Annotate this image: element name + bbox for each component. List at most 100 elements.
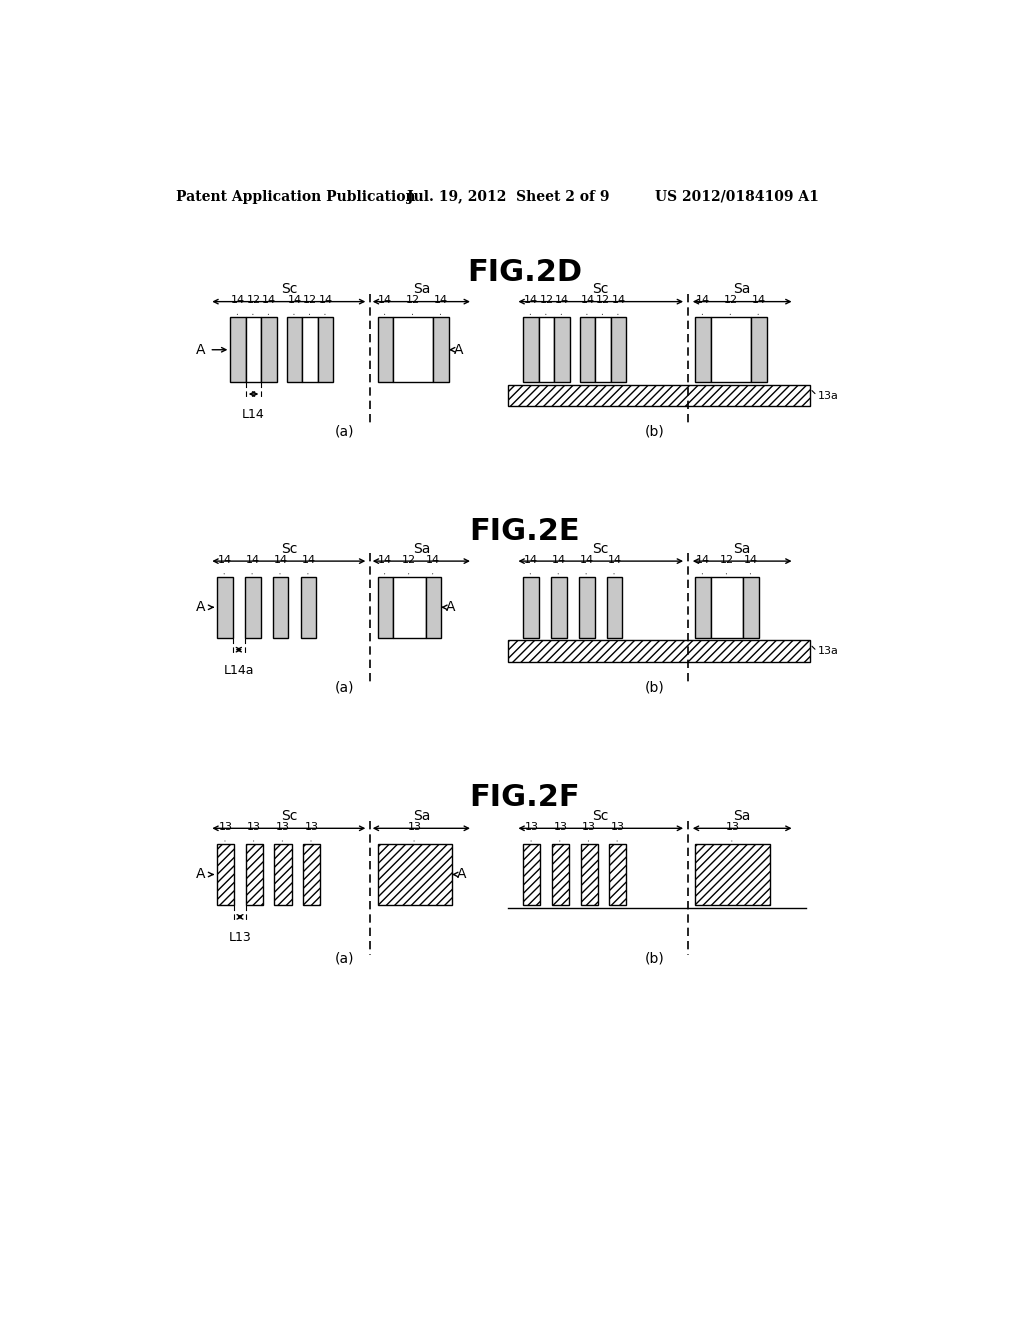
Text: A: A: [445, 601, 456, 614]
Text: 14: 14: [581, 296, 595, 305]
Text: Jul. 19, 2012  Sheet 2 of 9: Jul. 19, 2012 Sheet 2 of 9: [407, 190, 609, 203]
Text: 14: 14: [262, 296, 276, 305]
Bar: [508, 385, 810, 407]
Bar: [695, 317, 711, 383]
Text: 14: 14: [273, 554, 288, 565]
Bar: [433, 317, 449, 383]
Text: Patent Application Publication: Patent Application Publication: [176, 190, 416, 203]
Text: 13a: 13a: [818, 391, 839, 400]
Bar: [245, 577, 260, 638]
Text: 14: 14: [752, 296, 766, 305]
Bar: [287, 317, 302, 383]
Text: 12: 12: [596, 296, 610, 305]
Text: FIG.2F: FIG.2F: [469, 783, 581, 812]
Text: Sc: Sc: [281, 809, 297, 822]
Bar: [378, 843, 452, 906]
Text: Sa: Sa: [733, 541, 751, 556]
Text: 13: 13: [248, 822, 261, 832]
Text: Sc: Sc: [281, 282, 297, 296]
Bar: [580, 317, 595, 383]
Bar: [246, 317, 261, 383]
Text: 14: 14: [524, 554, 538, 565]
Text: 14: 14: [524, 296, 538, 305]
Text: 13: 13: [305, 822, 318, 832]
Bar: [217, 577, 232, 638]
Bar: [579, 577, 595, 638]
Text: 13: 13: [219, 822, 232, 832]
Text: 12: 12: [540, 296, 554, 305]
Bar: [551, 577, 566, 638]
Text: (b): (b): [645, 681, 665, 694]
Text: 13: 13: [524, 822, 539, 832]
Text: 13: 13: [610, 822, 625, 832]
Text: A: A: [196, 867, 206, 882]
Bar: [393, 317, 433, 383]
Bar: [611, 317, 627, 383]
Text: L14: L14: [242, 408, 265, 421]
Bar: [751, 317, 767, 383]
Text: Sc: Sc: [593, 809, 609, 822]
Bar: [230, 317, 246, 383]
Text: US 2012/0184109 A1: US 2012/0184109 A1: [655, 190, 819, 203]
Text: 14: 14: [696, 554, 710, 565]
Text: 14: 14: [301, 554, 315, 565]
Bar: [711, 577, 743, 638]
Text: 12: 12: [402, 554, 417, 565]
Text: Sc: Sc: [593, 541, 609, 556]
Bar: [261, 317, 276, 383]
Bar: [539, 317, 554, 383]
Text: 14: 14: [580, 554, 594, 565]
Bar: [302, 317, 317, 383]
Text: Sc: Sc: [281, 541, 297, 556]
Bar: [607, 577, 623, 638]
Bar: [609, 843, 627, 906]
Text: Sa: Sa: [413, 282, 430, 296]
Text: 13: 13: [408, 822, 422, 832]
Text: 14: 14: [696, 296, 710, 305]
Text: (a): (a): [335, 425, 354, 438]
Bar: [523, 843, 541, 906]
Text: 12: 12: [247, 296, 261, 305]
Text: 13: 13: [553, 822, 567, 832]
Text: 14: 14: [426, 554, 440, 565]
Text: Sa: Sa: [413, 541, 430, 556]
Text: Sa: Sa: [733, 282, 751, 296]
Bar: [303, 843, 321, 906]
Text: 14: 14: [607, 554, 622, 565]
Bar: [695, 577, 711, 638]
Text: 14: 14: [378, 296, 392, 305]
Bar: [317, 317, 334, 383]
Bar: [508, 640, 810, 663]
Text: 14: 14: [246, 554, 260, 565]
Text: 14: 14: [218, 554, 232, 565]
Text: (a): (a): [335, 681, 354, 694]
Bar: [695, 843, 770, 906]
Text: 12: 12: [303, 296, 317, 305]
Text: 14: 14: [744, 554, 758, 565]
Text: 13: 13: [582, 822, 596, 832]
Bar: [378, 577, 393, 638]
Bar: [523, 317, 539, 383]
Bar: [426, 577, 441, 638]
Text: 14: 14: [378, 554, 392, 565]
Text: A: A: [196, 343, 206, 356]
Text: 12: 12: [724, 296, 738, 305]
Bar: [217, 843, 234, 906]
Bar: [378, 317, 393, 383]
Text: FIG.2D: FIG.2D: [467, 257, 583, 286]
Bar: [523, 577, 539, 638]
Text: 14: 14: [231, 296, 245, 305]
Bar: [273, 577, 289, 638]
Bar: [554, 317, 569, 383]
Text: (b): (b): [645, 425, 665, 438]
Bar: [274, 843, 292, 906]
Text: 13: 13: [725, 822, 739, 832]
Text: 14: 14: [434, 296, 449, 305]
Text: A: A: [454, 343, 463, 356]
Text: 12: 12: [407, 296, 420, 305]
Text: L13: L13: [228, 931, 251, 944]
Text: 14: 14: [318, 296, 333, 305]
Text: A: A: [457, 867, 466, 882]
Text: 14: 14: [552, 554, 566, 565]
Text: 13: 13: [276, 822, 290, 832]
